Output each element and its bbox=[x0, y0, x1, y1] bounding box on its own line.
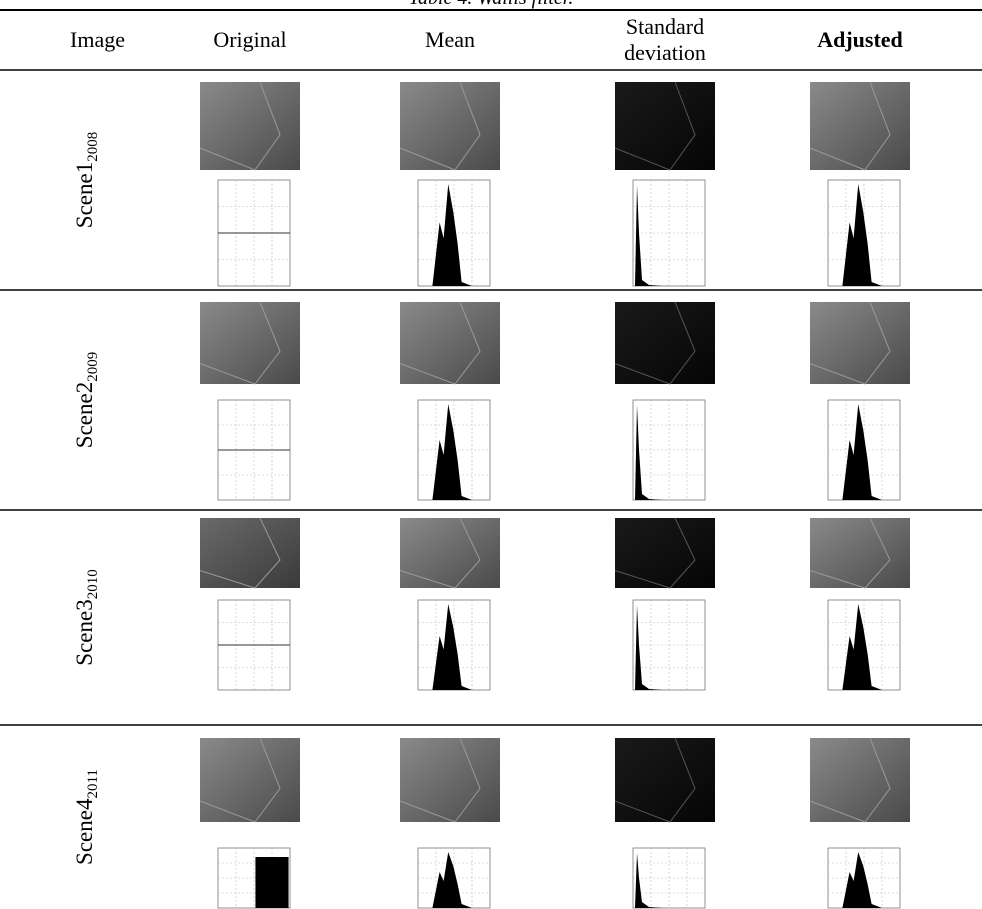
scene-label: Scene22009 bbox=[72, 352, 101, 448]
header-cell: Adjusted bbox=[817, 27, 903, 52]
scene-image bbox=[810, 518, 910, 588]
scene-image bbox=[200, 518, 300, 588]
histogram-shape bbox=[432, 184, 472, 286]
scene-image bbox=[810, 82, 910, 170]
coastline bbox=[199, 737, 281, 823]
scene-image bbox=[810, 302, 910, 384]
coastline bbox=[399, 301, 481, 385]
histogram-bar bbox=[255, 857, 289, 908]
coastline bbox=[614, 81, 696, 171]
scene-name: Scene2 bbox=[72, 382, 97, 448]
histogram-shape bbox=[635, 605, 663, 690]
coastline bbox=[199, 81, 281, 171]
coastline bbox=[399, 517, 481, 589]
histogram-shape bbox=[842, 404, 882, 500]
coastline bbox=[809, 517, 891, 589]
histogram-shape bbox=[432, 604, 472, 690]
scene-year: 2010 bbox=[85, 569, 101, 599]
scene-image bbox=[615, 518, 715, 588]
header-cell: Mean bbox=[424, 27, 476, 52]
scene-image bbox=[615, 738, 715, 822]
coastline bbox=[809, 81, 891, 171]
scene-image bbox=[400, 738, 500, 822]
scene-image bbox=[615, 302, 715, 384]
histogram-shape bbox=[842, 184, 882, 286]
histogram-shape bbox=[635, 185, 663, 286]
scene-image bbox=[400, 302, 500, 384]
scene-name: Scene4 bbox=[72, 798, 97, 865]
scene-image bbox=[200, 82, 300, 170]
scene-image bbox=[400, 518, 500, 588]
scene-image bbox=[200, 302, 300, 384]
scene-name: Scene1 bbox=[72, 162, 97, 228]
coastline bbox=[199, 301, 281, 385]
scene-name: Scene3 bbox=[72, 599, 97, 665]
scene-year: 2009 bbox=[85, 352, 101, 382]
coastline bbox=[809, 737, 891, 823]
coastline bbox=[399, 81, 481, 171]
histogram-shape bbox=[432, 852, 472, 908]
scene-label: Scene32010 bbox=[72, 569, 101, 665]
scene-label: Scene12008 bbox=[72, 132, 101, 228]
header-cell: Standard deviation bbox=[624, 14, 706, 65]
scene-year: 2008 bbox=[85, 132, 101, 162]
scene-image bbox=[400, 82, 500, 170]
coastline bbox=[809, 301, 891, 385]
histogram-shape bbox=[635, 853, 663, 908]
coastline bbox=[199, 517, 281, 589]
coastline bbox=[399, 737, 481, 823]
histogram-shape bbox=[432, 404, 472, 500]
header-cell: Image bbox=[70, 27, 125, 52]
header-cell: Original bbox=[213, 27, 287, 52]
coastline bbox=[614, 517, 696, 589]
histogram-shape bbox=[842, 852, 882, 908]
scene-year: 2011 bbox=[85, 769, 101, 798]
scene-image bbox=[810, 738, 910, 822]
scene-image bbox=[615, 82, 715, 170]
table-caption: Table 4. Wallis filter. bbox=[0, 0, 982, 10]
histogram-shape bbox=[842, 604, 882, 690]
scene-image bbox=[200, 738, 300, 822]
coastline bbox=[614, 301, 696, 385]
scene-label: Scene42011 bbox=[72, 769, 101, 865]
coastline bbox=[614, 737, 696, 823]
histogram-shape bbox=[635, 405, 663, 500]
